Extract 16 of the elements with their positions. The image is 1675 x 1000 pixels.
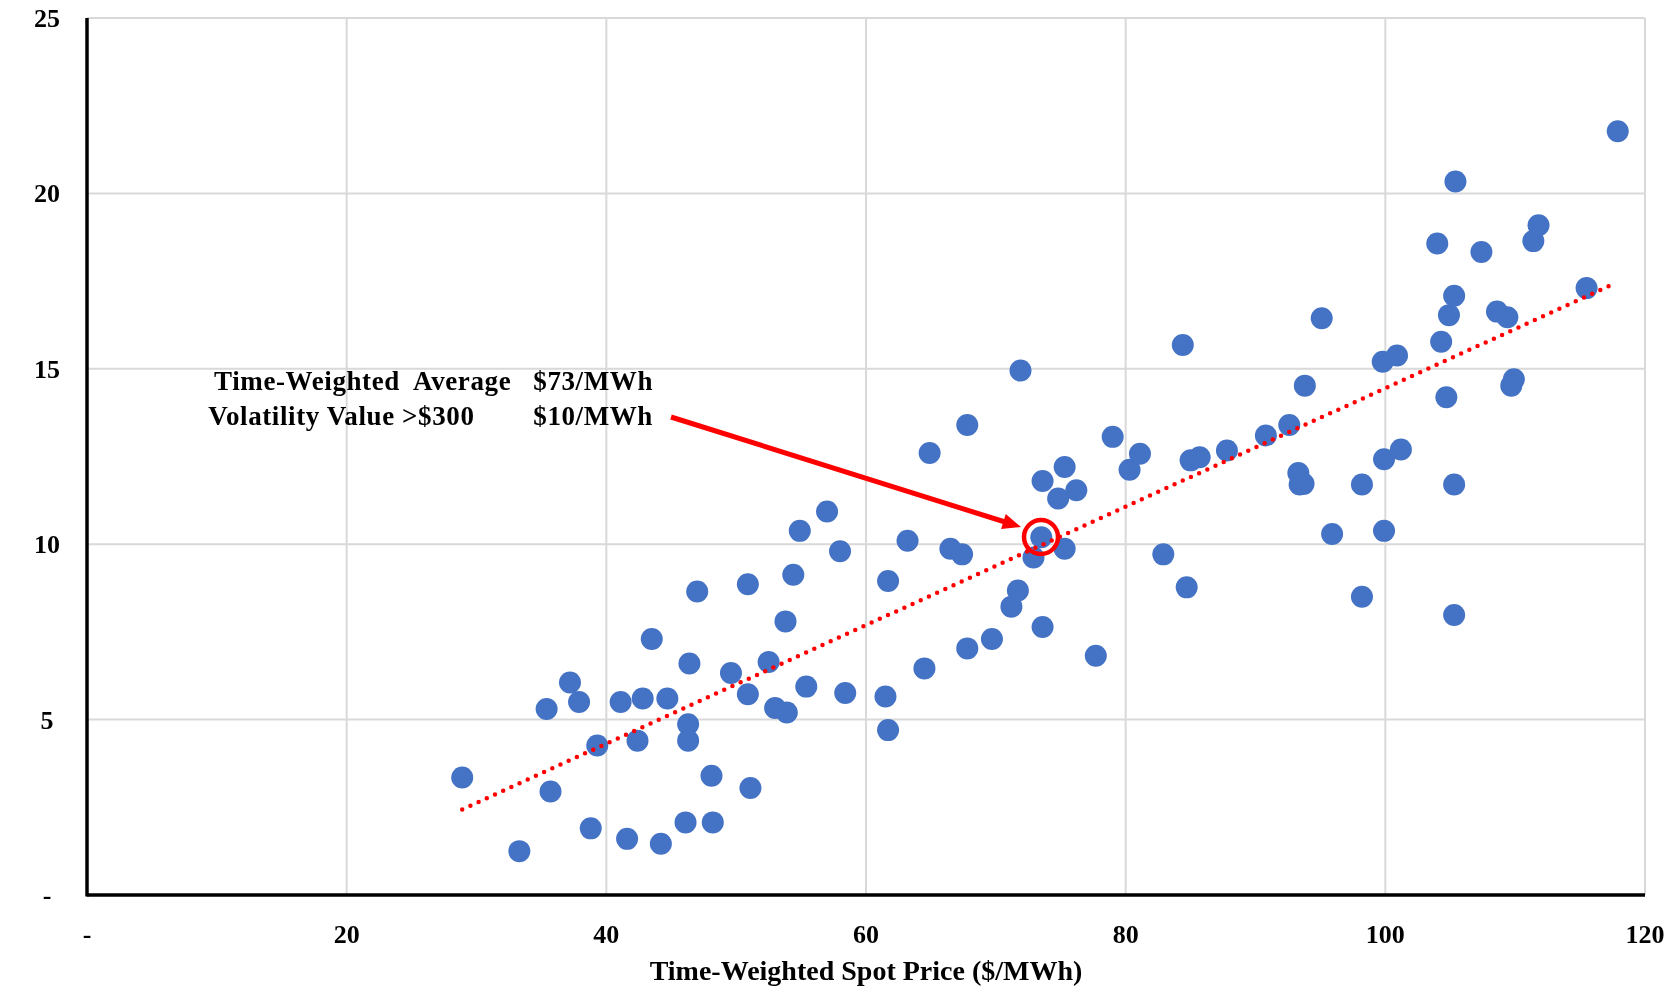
y-tick-label: 15 bbox=[34, 354, 60, 384]
y-tick-label: 5 bbox=[40, 705, 54, 735]
y-tick-label: - bbox=[42, 881, 52, 910]
y-tick-label: 25 bbox=[34, 4, 60, 33]
x-tick-label: 60 bbox=[853, 920, 879, 949]
annotation: Volatility Value >$300 $10/MWh bbox=[208, 401, 653, 431]
y-tick-label: 20 bbox=[34, 179, 60, 209]
x-tick-label: 120 bbox=[1625, 920, 1665, 949]
annotation: Time-Weighted Average $73/MWh bbox=[214, 366, 653, 396]
x-tick-label: - bbox=[82, 920, 92, 949]
x-tick-label: 80 bbox=[1112, 920, 1139, 949]
x-tick-label: 20 bbox=[333, 920, 360, 949]
x-tick-label: 40 bbox=[593, 920, 620, 949]
y-tick-label: 10 bbox=[34, 530, 60, 560]
x-tick-label: 100 bbox=[1365, 920, 1405, 949]
x-axis-title: Time-Weighted Spot Price ($/MWh) bbox=[649, 955, 1083, 986]
